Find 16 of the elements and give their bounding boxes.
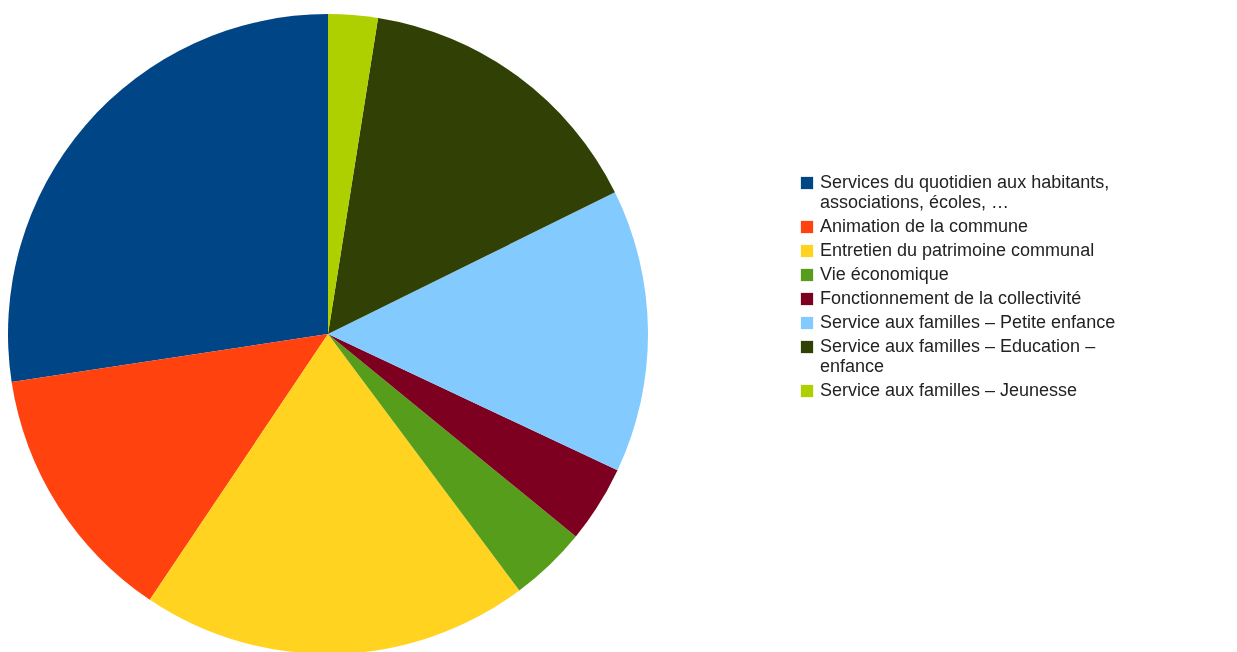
legend-label: Animation de la commune (820, 216, 1029, 236)
legend-label: Service aux familles – Education – enfance (820, 336, 1096, 376)
legend-label: Services du quotidien aux habitants, associations, écoles, … (820, 172, 1110, 212)
legend-label: Vie économique (820, 264, 949, 284)
pie-slice (8, 14, 328, 383)
legend-label: Fonctionnement de la collectivité (820, 288, 1082, 308)
pie-slice (328, 334, 576, 591)
legend-label: Service aux familles – Petite enfance (820, 312, 1116, 332)
legend-label: Entretien du patrimoine communal (820, 240, 1095, 260)
pie-slice (328, 17, 615, 334)
pie-slice (328, 334, 618, 537)
pie-slice (328, 14, 379, 334)
pie-slice (328, 192, 648, 471)
pie-slice (149, 334, 520, 652)
legend-label: Service aux familles – Jeunesse (820, 380, 1078, 400)
pie-slice (11, 334, 328, 600)
